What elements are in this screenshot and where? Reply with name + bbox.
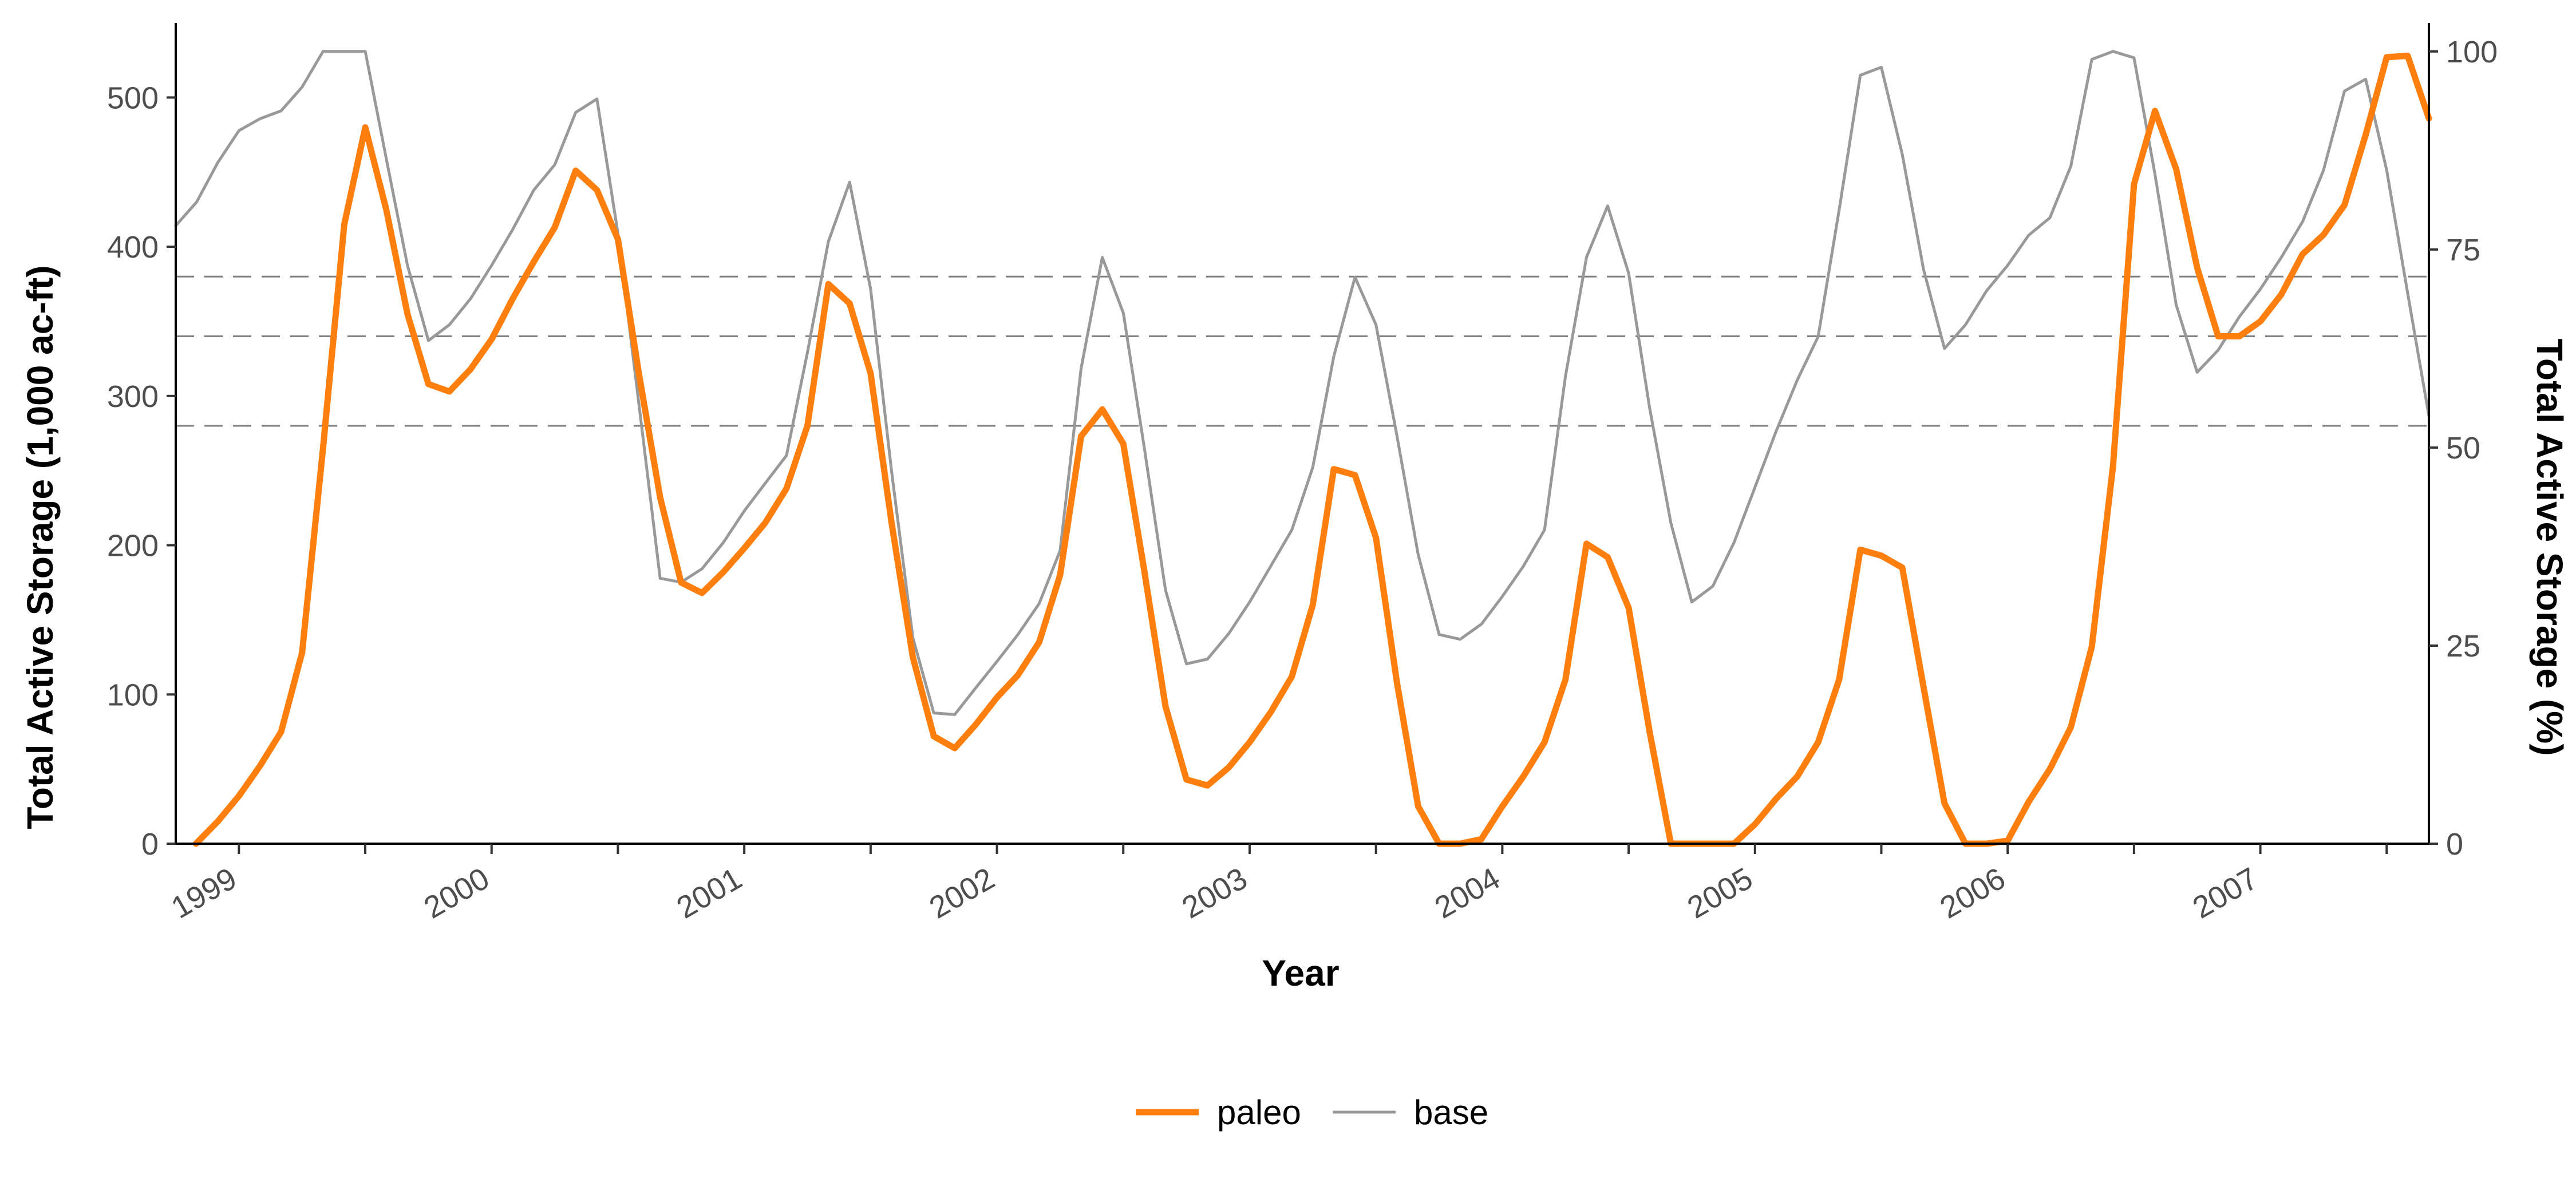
y-right-tick-label: 0	[2446, 827, 2463, 861]
x-tick-label: 2007	[2187, 861, 2264, 925]
x-tick-label: 2001	[671, 861, 748, 925]
x-tick-label: 2000	[418, 861, 495, 925]
y-left-tick-label: 200	[107, 529, 159, 563]
series-line-base	[174, 50, 2431, 716]
y-right-tick-label: 75	[2446, 233, 2480, 267]
y-left-tick-label: 400	[107, 230, 159, 264]
series-lines	[174, 50, 2432, 847]
axes	[175, 23, 2430, 845]
legend-label-base: base	[1414, 1093, 1488, 1132]
x-tick-label: 2002	[924, 861, 1001, 925]
legend-label-paleo: paleo	[1217, 1093, 1301, 1132]
y-left-tick-label: 500	[107, 81, 159, 115]
x-tick-label: 2004	[1429, 861, 1506, 925]
x-tick-label: 2003	[1176, 861, 1253, 925]
y-left-tick-label: 300	[107, 379, 159, 414]
legend: paleo base	[1136, 1093, 1488, 1132]
y-left-tick-label: 100	[107, 678, 159, 712]
x-tick-label: 2006	[1934, 861, 2011, 925]
y-right-tick-label: 25	[2446, 629, 2480, 663]
y-left-axis-title: Total Active Storage (1,000 ac-ft)	[19, 265, 61, 829]
y-right-tick-label: 100	[2446, 35, 2498, 69]
series-line-paleo	[192, 52, 2432, 847]
reference-lines	[176, 275, 2429, 427]
y-right-axis-title: Total Active Storage (%)	[2529, 339, 2570, 756]
x-tick-label: 2005	[1682, 861, 1759, 925]
y-left-tick-label: 0	[141, 827, 159, 861]
y-right-tick-label: 50	[2446, 431, 2480, 465]
x-tick-label: 1999	[165, 861, 242, 925]
x-axis-title: Year	[1262, 952, 1339, 994]
